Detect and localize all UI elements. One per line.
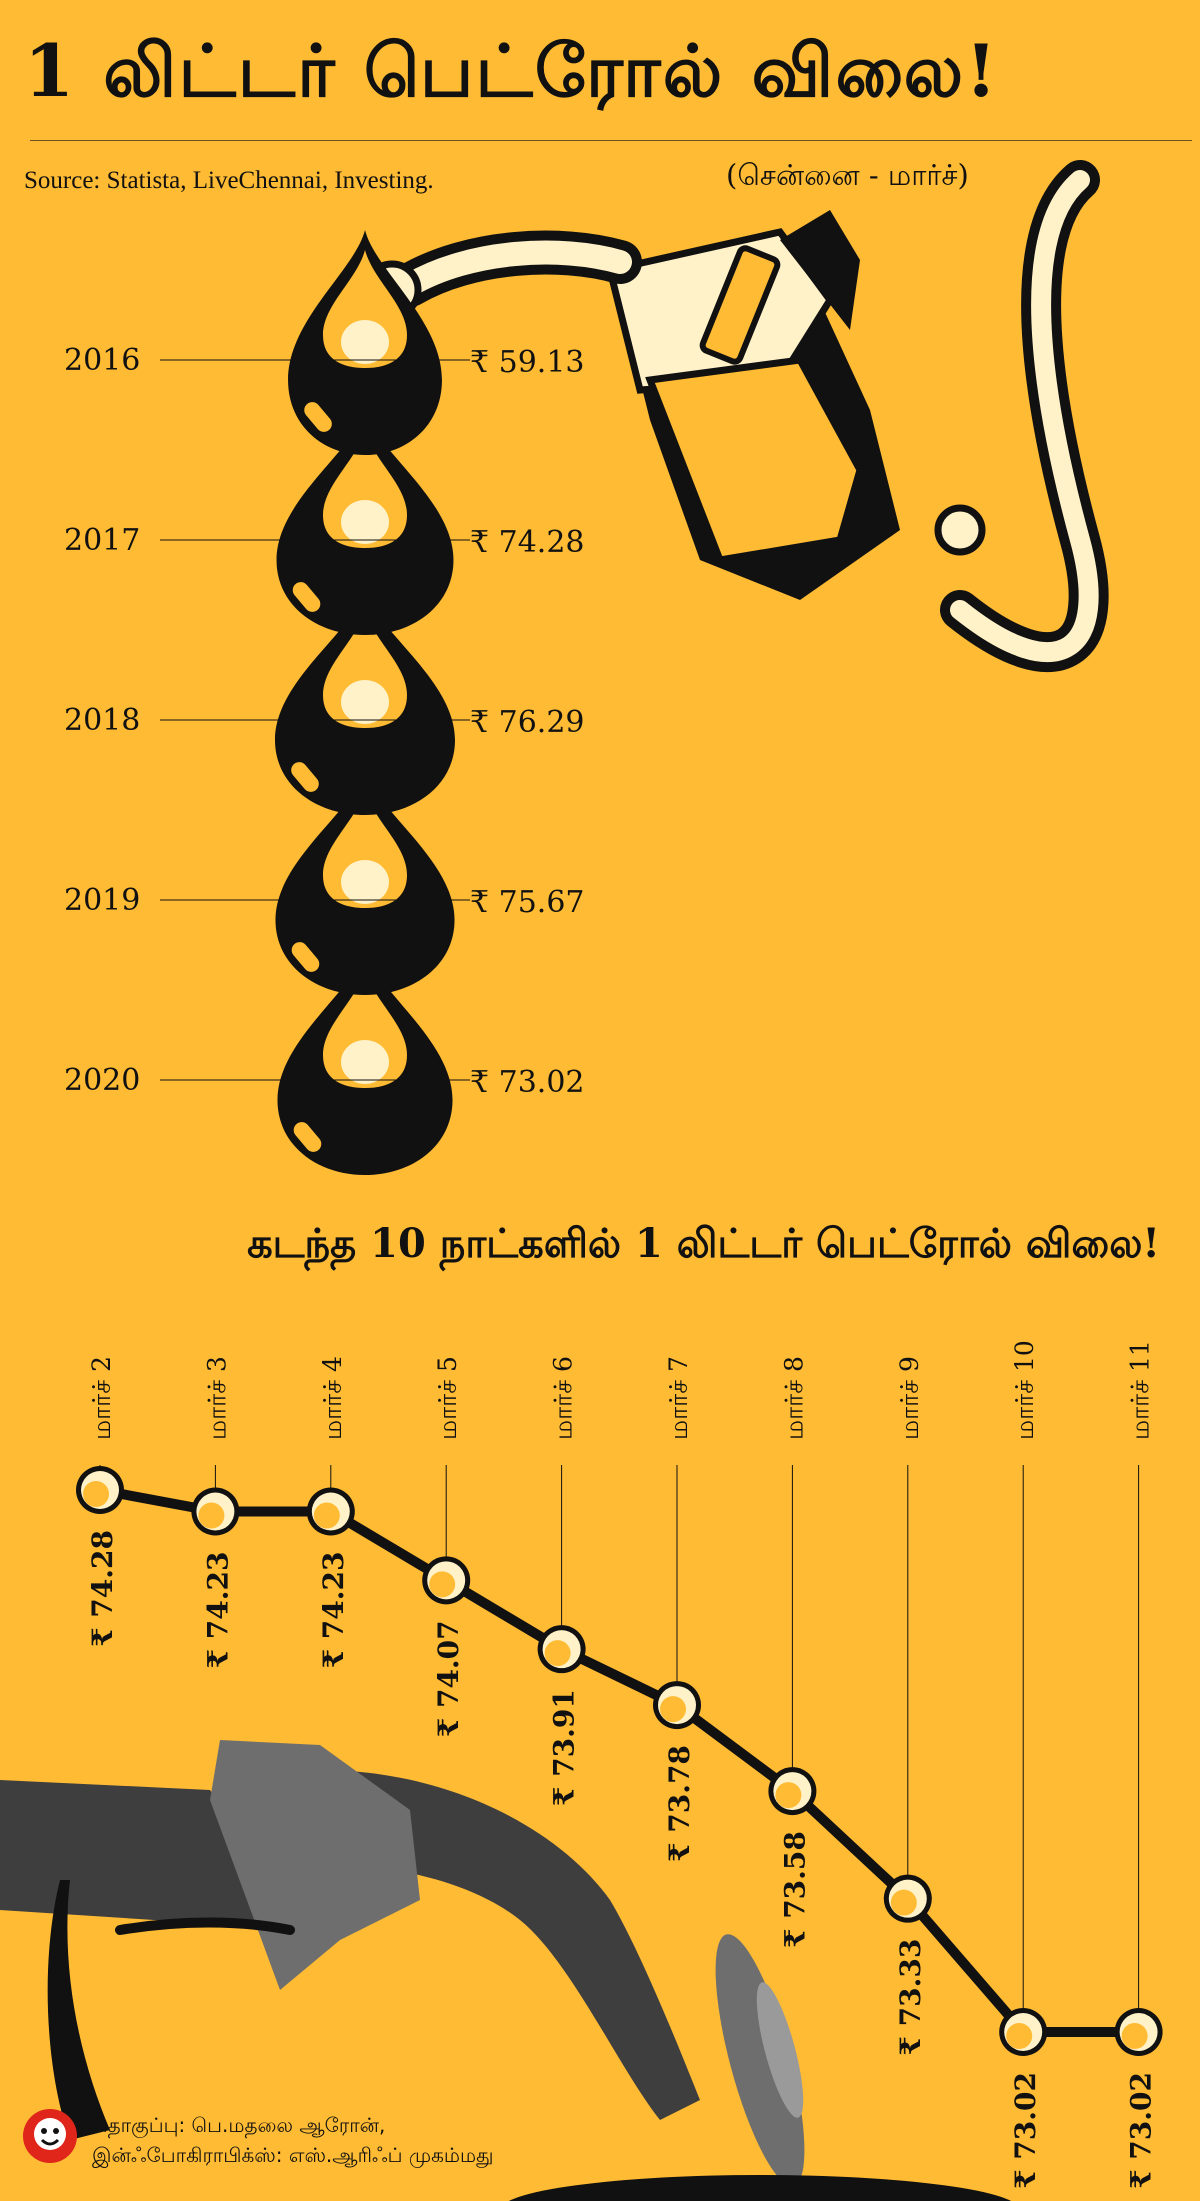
daily-price-label: ₹ 74.23 — [201, 1552, 234, 1669]
credits-compiled-by: தொகுப்பு: பெ.மதலை ஆரோன், — [92, 2113, 386, 2137]
fuel-cap-icon — [508, 1934, 1012, 2201]
date-label: மார்ச் 5 — [433, 1356, 462, 1440]
date-label: மார்ச் 10 — [1010, 1340, 1039, 1440]
year-label: 2017 — [64, 523, 140, 558]
location-subtitle: (சென்னை - மார்ச்) — [726, 158, 969, 192]
daily-price-label: ₹ 73.02 — [1125, 2072, 1158, 2189]
daily-price-label: ₹ 74.28 — [86, 1530, 119, 1647]
date-label: மார்ச் 4 — [318, 1356, 347, 1440]
daily-price-label: ₹ 73.78 — [663, 1745, 696, 1862]
bottom-nozzle-icon — [0, 1740, 700, 2140]
date-label: மார்ச் 7 — [664, 1356, 693, 1440]
price-point — [653, 1681, 701, 1730]
daily-chart-title: கடந்த 10 நாட்களில் 1 லிட்டர் பெட்ரோல் வி… — [247, 1220, 1160, 1267]
price-point — [191, 1487, 240, 1536]
date-label: மார்ச் 6 — [549, 1356, 578, 1440]
daily-price-label: ₹ 73.33 — [894, 1939, 927, 2056]
fuel-nozzle-icon — [362, 160, 1109, 672]
date-label: மார்ச் 2 — [87, 1356, 116, 1440]
price-drop — [275, 590, 455, 815]
year-label: 2016 — [64, 343, 140, 378]
price-point — [768, 1767, 817, 1816]
price-point — [422, 1556, 471, 1605]
price-point — [1114, 2008, 1163, 2056]
daily-price-label: ₹ 73.02 — [1009, 2072, 1042, 2189]
daily-price-label: ₹ 73.91 — [548, 1689, 581, 1806]
page-title: 1 லிட்டர் பெட்ரோல் விலை! — [24, 28, 999, 113]
year-price-label: ₹ 75.67 — [470, 885, 585, 920]
daily-price-label: ₹ 74.23 — [317, 1552, 350, 1669]
year-label: 2019 — [64, 883, 140, 918]
year-price-label: ₹ 74.28 — [470, 525, 585, 560]
date-label: மார்ச் 9 — [895, 1356, 924, 1440]
source-note: Source: Statista, LiveChennai, Investing… — [24, 167, 434, 194]
date-label: மார்ச் 3 — [202, 1356, 231, 1440]
price-drop — [275, 770, 455, 995]
year-label: 2020 — [64, 1063, 140, 1098]
price-point — [999, 2008, 1048, 2056]
price-drop — [276, 410, 454, 635]
price-point — [76, 1466, 124, 1514]
price-drop — [288, 230, 442, 455]
date-label: மார்ச் 8 — [779, 1356, 808, 1440]
daily-price-chart: மார்ச் 2 மார்ச் 3 மார்ச் 4 மார்ச் 5 மார்ச் 6… — [76, 1340, 1163, 2189]
year-price-label: ₹ 59.13 — [470, 345, 585, 380]
credits-infographics-by: இன்ஃபோகிராபிக்ஸ்: எஸ்.ஆரிஃப் முகம்மது — [92, 2143, 494, 2167]
yearly-price-chart: 2016 ₹ 59.13 2017 ₹ 74.28 2018 ₹ 76.29 2019 ₹ 7… — [64, 230, 585, 1175]
price-trend-line — [99, 1485, 1139, 2037]
daily-price-label: ₹ 74.07 — [432, 1620, 465, 1737]
year-price-label: ₹ 76.29 — [470, 705, 585, 740]
vikatan-logo — [23, 2109, 77, 2163]
title-divider — [30, 140, 1192, 141]
year-price-label: ₹ 73.02 — [470, 1065, 585, 1100]
price-point — [537, 1625, 586, 1674]
price-drop — [277, 950, 453, 1175]
year-label: 2018 — [64, 703, 140, 738]
date-label: மார்ச் 11 — [1126, 1340, 1155, 1440]
daily-price-label: ₹ 73.58 — [778, 1831, 811, 1948]
credits: தொகுப்பு: பெ.மதலை ஆரோன், இன்ஃபோகிராபிக்ஸ… — [92, 2110, 493, 2170]
price-point — [306, 1487, 355, 1536]
price-point — [883, 1874, 932, 1923]
